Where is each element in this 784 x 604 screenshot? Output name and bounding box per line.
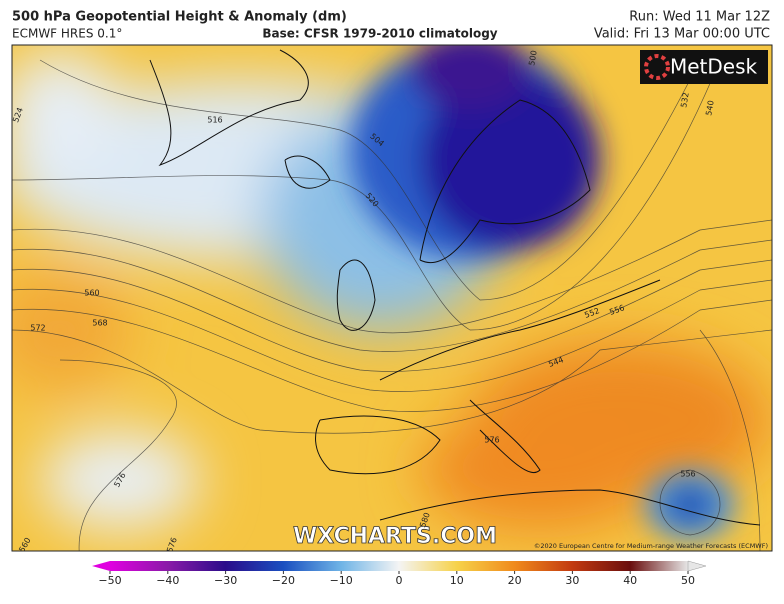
contours [12, 59, 772, 551]
colorbar-tick-label: 0 [396, 574, 403, 587]
contour-label: 556 [680, 470, 695, 479]
contour-label: 572 [30, 324, 45, 333]
run: Run: Wed 11 Mar 12Z [629, 10, 770, 25]
map: MetDesk WXCHARTS.COM ©2020 European Cent… [12, 45, 772, 553]
contour-label: 532 [679, 92, 691, 109]
logo-icon [644, 54, 670, 80]
colorbar-arrow-low [92, 561, 110, 571]
contour-label: 500 [527, 50, 539, 67]
colorbar-tick-label: 10 [450, 574, 464, 587]
colorbar-tick-label: −10 [330, 574, 353, 587]
logo-box [640, 50, 768, 84]
logo: MetDesk [670, 55, 758, 79]
title: 500 hPa Geopotential Height & Anomaly (d… [12, 10, 347, 25]
colorbar-tick-label: −50 [98, 574, 121, 587]
colorbar [110, 561, 688, 571]
model: ECMWF HRES 0.1° [12, 27, 122, 41]
copyright: ©2020 European Centre for Medium-range W… [534, 542, 768, 550]
coastlines [149, 49, 761, 526]
colorbar-tick-label: −30 [214, 574, 237, 587]
colorbar-tick-label: −40 [156, 574, 179, 587]
colorbar-tick-label: 40 [623, 574, 637, 587]
contour-label: 568 [92, 319, 107, 328]
contour-label: 540 [704, 100, 716, 117]
colorbar-tick-label: 50 [681, 574, 695, 587]
valid: Valid: Fri 13 Mar 00:00 UTC [594, 27, 770, 42]
base: Base: CFSR 1979-2010 climatology [262, 27, 497, 41]
contour-label: 576 [165, 536, 179, 553]
contour-label: 516 [207, 116, 222, 125]
contour-label: 576 [484, 436, 499, 445]
colorbar-arrow-high [687, 560, 707, 572]
colorbar-tick-label: −20 [272, 574, 295, 587]
colorbar-tick-label: 20 [508, 574, 522, 587]
watermark: WXCHARTS.COM [293, 524, 497, 549]
map-frame [11, 44, 773, 552]
colorbar-tick-label: 30 [565, 574, 579, 587]
contour-label: 560 [84, 289, 99, 298]
